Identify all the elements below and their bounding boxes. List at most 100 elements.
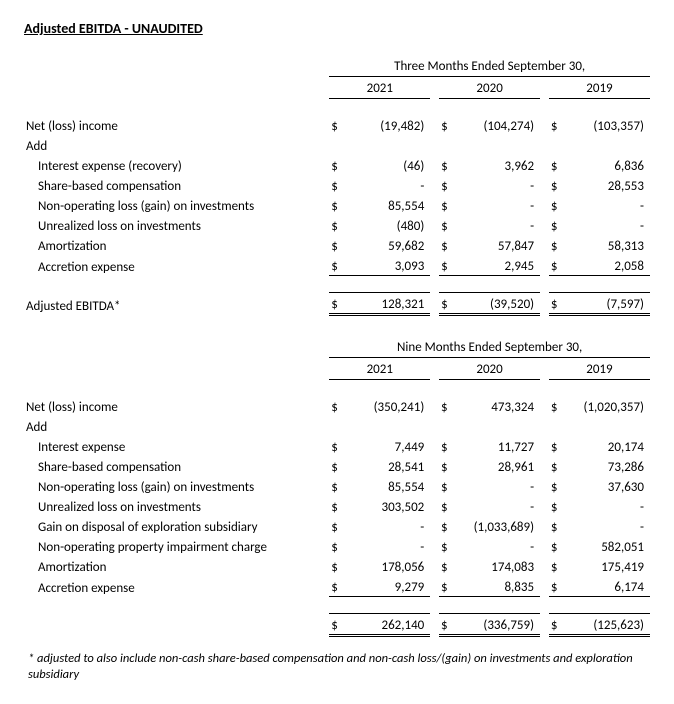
row-label: Non-operating property impairment charge [24, 536, 320, 556]
year-header: 2019 [549, 77, 650, 99]
row-label: Interest expense (recovery) [24, 155, 321, 175]
currency-symbol: $ [439, 436, 452, 456]
cell-value: - [452, 175, 540, 195]
cell-value: - [562, 516, 650, 536]
currency-symbol: $ [329, 556, 342, 576]
year-header: 2021 [329, 358, 430, 380]
total-value: (125,623) [562, 614, 650, 636]
currency-symbol: $ [439, 215, 452, 235]
currency-symbol: $ [549, 576, 562, 597]
cell-value: (104,274) [452, 115, 540, 135]
cell-value [452, 135, 540, 155]
cell-value [452, 416, 540, 436]
cell-value: - [562, 215, 650, 235]
row-label: Non-operating loss (gain) on investments [24, 476, 320, 496]
row-label: Amortization [24, 235, 321, 255]
cell-value: (19,482) [342, 115, 430, 135]
currency-symbol: $ [549, 516, 562, 536]
currency-symbol: $ [439, 255, 452, 276]
financial-tables: Three Months Ended September 30,20212020… [24, 55, 650, 637]
cell-value: (350,241) [342, 396, 430, 416]
currency-symbol [329, 416, 342, 436]
currency-symbol: $ [549, 556, 562, 576]
cell-value: 473,324 [452, 396, 540, 416]
cell-value: 28,541 [342, 456, 430, 476]
cell-value: 58,313 [562, 235, 650, 255]
cell-value: 174,083 [452, 556, 540, 576]
currency-symbol: $ [549, 293, 562, 315]
cell-value: (480) [342, 215, 430, 235]
currency-symbol: $ [439, 536, 452, 556]
currency-symbol: $ [549, 614, 562, 636]
row-label: Add [24, 416, 320, 436]
cell-value: - [452, 476, 540, 496]
row-label: Unrealized loss on investments [24, 215, 321, 235]
cell-value: 2,945 [452, 255, 540, 276]
currency-symbol: $ [439, 115, 452, 135]
currency-symbol: $ [549, 215, 562, 235]
currency-symbol: $ [549, 195, 562, 215]
currency-symbol: $ [549, 436, 562, 456]
currency-symbol: $ [329, 255, 342, 276]
currency-symbol: $ [439, 293, 452, 315]
ebitda-table: Three Months Ended September 30,20212020… [24, 55, 650, 316]
cell-value [562, 416, 650, 436]
row-label: Unrealized loss on investments [24, 496, 320, 516]
total-label [24, 614, 320, 636]
currency-symbol: $ [549, 396, 562, 416]
currency-symbol [439, 135, 452, 155]
row-label: Share-based compensation [24, 456, 320, 476]
total-value: 128,321 [342, 293, 430, 315]
currency-symbol [329, 135, 342, 155]
page-title: Adjusted EBITDA - UNAUDITED [24, 20, 650, 37]
currency-symbol: $ [329, 536, 342, 556]
cell-value: - [342, 516, 430, 536]
cell-value: (46) [342, 155, 430, 175]
cell-value: 3,093 [342, 255, 430, 276]
row-label: Accretion expense [24, 576, 320, 597]
cell-value: 9,279 [342, 576, 430, 597]
total-label: Adjusted EBITDA* [24, 293, 321, 315]
cell-value: 57,847 [452, 235, 540, 255]
currency-symbol: $ [549, 536, 562, 556]
year-header: 2019 [549, 358, 650, 380]
cell-value: - [562, 195, 650, 215]
cell-value: - [342, 175, 430, 195]
cell-value: 7,449 [342, 436, 430, 456]
currency-symbol: $ [329, 516, 342, 536]
currency-symbol: $ [439, 175, 452, 195]
currency-symbol: $ [439, 476, 452, 496]
cell-value [342, 416, 430, 436]
total-value: (39,520) [452, 293, 540, 315]
cell-value: 28,961 [452, 456, 540, 476]
currency-symbol [549, 135, 562, 155]
currency-symbol: $ [329, 396, 342, 416]
row-label: Non-operating loss (gain) on investments [24, 195, 321, 215]
cell-value: 8,835 [452, 576, 540, 597]
currency-symbol [439, 416, 452, 436]
year-header: 2021 [329, 77, 430, 99]
row-label: Interest expense [24, 436, 320, 456]
cell-value: 178,056 [342, 556, 430, 576]
total-value: (7,597) [562, 293, 650, 315]
cell-value: 59,682 [342, 235, 430, 255]
cell-value: 85,554 [342, 476, 430, 496]
row-label: Accretion expense [24, 255, 321, 276]
cell-value: 175,419 [562, 556, 650, 576]
currency-symbol: $ [439, 396, 452, 416]
cell-value: 582,051 [562, 536, 650, 556]
currency-symbol: $ [549, 155, 562, 175]
currency-symbol: $ [549, 235, 562, 255]
footnote: * adjusted to also include non-cash shar… [24, 651, 650, 684]
cell-value: 2,058 [562, 255, 650, 276]
currency-symbol: $ [329, 175, 342, 195]
cell-value: (1,033,689) [452, 516, 540, 536]
total-value: (336,759) [452, 614, 540, 636]
row-label: Share-based compensation [24, 175, 321, 195]
ebitda-table: Nine Months Ended September 30,202120202… [24, 336, 650, 637]
period-header: Three Months Ended September 30, [329, 55, 650, 77]
currency-symbol: $ [439, 155, 452, 175]
currency-symbol: $ [329, 476, 342, 496]
currency-symbol: $ [439, 235, 452, 255]
cell-value [342, 135, 430, 155]
